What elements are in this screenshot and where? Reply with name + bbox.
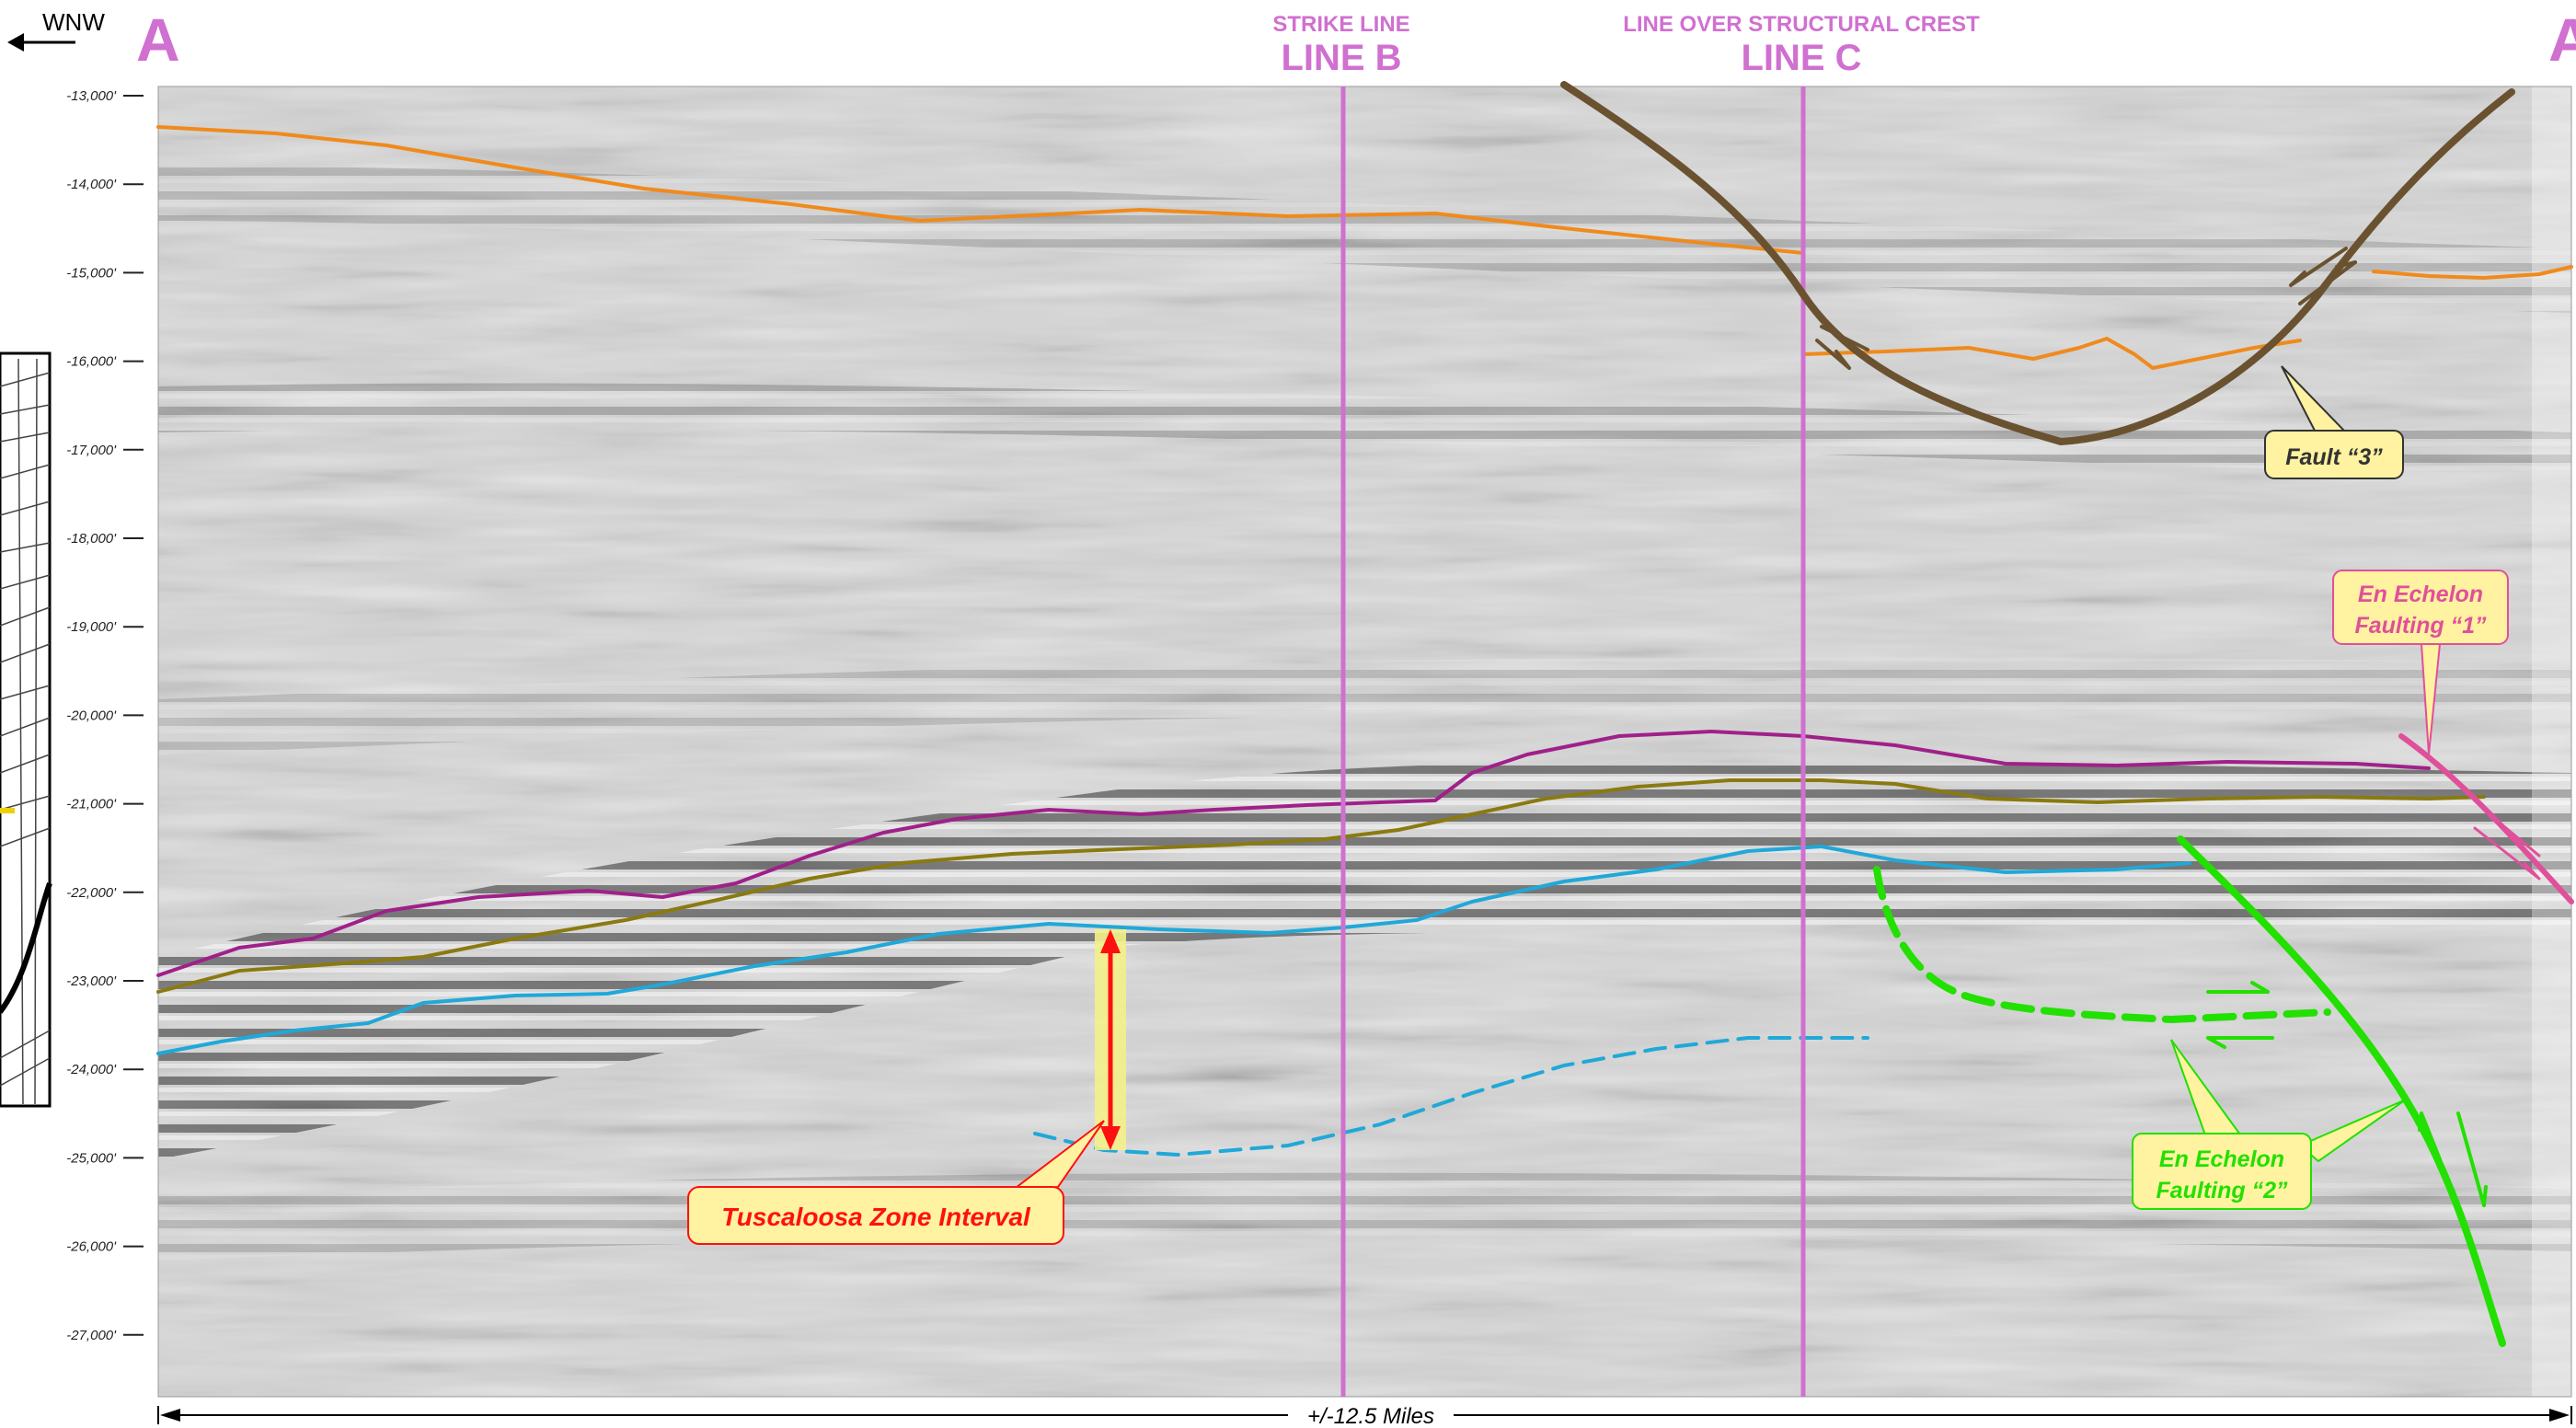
depth-tick-label: -15,000' bbox=[66, 265, 117, 281]
depth-tick-label: -19,000' bbox=[66, 619, 117, 635]
fault-3 bbox=[1560, 81, 2515, 446]
orange-horizon-east-2 bbox=[2372, 265, 2573, 280]
scale-bar-label: +/-12.5 Miles bbox=[1307, 1404, 1434, 1428]
depth-tick-label: -22,000' bbox=[66, 885, 117, 901]
en-echelon-2-line1: En Echelon bbox=[2159, 1146, 2284, 1172]
tuscaloosa-interval-marker bbox=[1095, 929, 1126, 1150]
tuscaloosa-label: Tuscaloosa Zone Interval bbox=[721, 1203, 1031, 1231]
depth-tick-label: -24,000' bbox=[66, 1062, 117, 1077]
seismic-section bbox=[158, 86, 2571, 1397]
depth-tick-label: -18,000' bbox=[66, 531, 117, 547]
depth-tick-label: -14,000' bbox=[66, 177, 117, 192]
orange-horizon-east bbox=[1801, 337, 2302, 370]
cyan-horizon bbox=[156, 845, 2191, 1055]
fault-3-label: Fault “3” bbox=[2285, 444, 2383, 470]
en-echelon-2-line2: Faulting “2” bbox=[2156, 1178, 2288, 1203]
en-echelon-1-line1: En Echelon bbox=[2358, 582, 2483, 607]
olive-horizon bbox=[156, 778, 2486, 994]
panel-frame bbox=[157, 86, 2572, 1398]
scale-bar: +/-12.5 Miles bbox=[157, 1404, 2572, 1428]
section-label-left: A bbox=[136, 6, 180, 74]
en-echelon-fault-2 bbox=[1873, 835, 2506, 1347]
line-b-name: LINE B bbox=[1281, 38, 1401, 78]
callout-en-echelon-1: En Echelon Faulting “1” bbox=[2332, 570, 2509, 755]
depth-tick-label: -13,000' bbox=[66, 88, 117, 104]
direction-indicator: WNW bbox=[7, 8, 105, 52]
depth-tick-label: -21,000' bbox=[66, 797, 117, 812]
section-label-right: A' bbox=[2548, 6, 2576, 74]
arrow-left-icon bbox=[7, 33, 24, 52]
inset-map-fragment bbox=[0, 351, 52, 1108]
orange-horizon bbox=[156, 125, 1805, 255]
line-b-caption: STRIKE LINE bbox=[1272, 12, 1409, 37]
depth-tick-label: -27,000' bbox=[66, 1328, 117, 1343]
depth-tick-label: -20,000' bbox=[66, 708, 117, 723]
en-echelon-fault-1 bbox=[2398, 733, 2574, 904]
depth-tick-label: -17,000' bbox=[66, 443, 117, 458]
magenta-horizon bbox=[156, 730, 2431, 977]
en-echelon-1-line2: Faulting “1” bbox=[2354, 613, 2487, 639]
depth-tick-label: -25,000' bbox=[66, 1150, 117, 1166]
direction-label: WNW bbox=[42, 8, 105, 36]
depth-tick-label: -16,000' bbox=[66, 354, 117, 370]
depth-tick-label: -23,000' bbox=[66, 973, 117, 989]
callout-en-echelon-2: En Echelon Faulting “2” bbox=[2132, 1039, 2407, 1210]
depth-axis: -13,000' -14,000' -15,000' -16,000' -17,000'… bbox=[66, 88, 144, 1343]
callout-fault-3: Fault “3” bbox=[2264, 365, 2404, 479]
callout-tuscaloosa: Tuscaloosa Zone Interval bbox=[687, 1120, 1105, 1245]
line-c-name: LINE C bbox=[1741, 38, 1861, 78]
cyan-dashed-horizon bbox=[1033, 1036, 1869, 1157]
line-c-caption: LINE OVER STRUCTURAL CREST bbox=[1623, 12, 1980, 37]
depth-tick-label: -26,000' bbox=[66, 1239, 117, 1255]
